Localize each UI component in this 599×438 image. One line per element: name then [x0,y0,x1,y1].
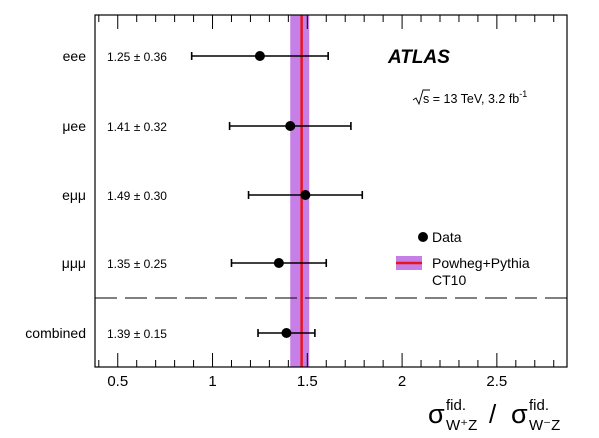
channel-label: μee [62,118,86,134]
atlas-label: ATLAS [387,47,450,68]
x-axis-ticks: 0.5 1 1.5 2 2.5 [98,15,555,390]
channel-label: eμμ [62,187,86,203]
energy-exponent: -1 [519,89,527,99]
sqrt-symbol-icon [412,89,430,106]
xlabel-sigma-2: σ [511,399,528,429]
channel-row: combined 1.39 ± 0.15 [25,325,316,341]
energy-value: = 13 TeV, 3.2 fb [429,92,519,106]
xlabel-sigma-1: σ [428,399,445,429]
legend: Data Powheg+Pythia CT10 [396,229,530,288]
value-label: 1.41 ± 0.32 [107,120,167,134]
xlabel-sup-1: fid. [446,397,466,414]
value-label: 1.25 ± 0.36 [107,50,167,64]
channel-row: eee 1.25 ± 0.36 [63,48,329,64]
svg-text:s = 13 TeV, 3.2 fb-1: s = 13 TeV, 3.2 fb-1 [423,89,527,106]
prediction-band-layer [290,15,310,367]
data-point [285,121,296,131]
legend-data-marker [418,232,428,242]
prediction-band [290,15,310,367]
legend-data-label: Data [432,229,462,245]
x-tick-label: 2 [398,373,406,390]
xlabel-sub-1: W⁺Z [446,417,477,434]
plot-frame [94,14,568,368]
channel-label: combined [25,325,86,341]
legend-prediction-label-1: Powheg+Pythia [432,255,530,271]
energy-symbol: s [423,92,429,106]
xlabel-sup-2: fid. [529,397,549,414]
value-label: 1.35 ± 0.25 [107,257,167,271]
channel-row: μee 1.41 ± 0.32 [62,118,352,134]
channel-row: eμμ 1.49 ± 0.30 [62,187,364,203]
x-tick-label: 0.5 [107,373,128,390]
value-label: 1.49 ± 0.30 [107,189,167,203]
data-point [254,51,265,61]
x-tick-label: 2.5 [486,373,507,390]
channel-label: μμμ [62,255,86,271]
xlabel-separator: / [489,399,497,429]
legend-prediction-label-2: CT10 [432,272,466,288]
channel-rows: eee 1.25 ± 0.36 μee 1.41 ± 0.32 eμμ 1.49 ± 0.… [25,48,364,341]
data-point [281,328,292,338]
data-point [300,190,311,200]
x-tick-label: 1.5 [297,373,318,390]
xlabel-sub-2: W⁻Z [529,417,560,434]
channel-label: eee [63,48,87,64]
value-label: 1.39 ± 0.15 [107,327,167,341]
x-axis-title: σ fid. W⁺Z / σ fid. W⁻Z [428,397,560,434]
x-tick-label: 1 [208,373,216,390]
energy-label: s = 13 TeV, 3.2 fb-1 [412,89,527,106]
svg-text:σ: σ [428,399,445,429]
data-point [273,258,284,268]
svg-text:σ: σ [511,399,528,429]
channel-row: μμμ 1.35 ± 0.25 [62,255,328,271]
